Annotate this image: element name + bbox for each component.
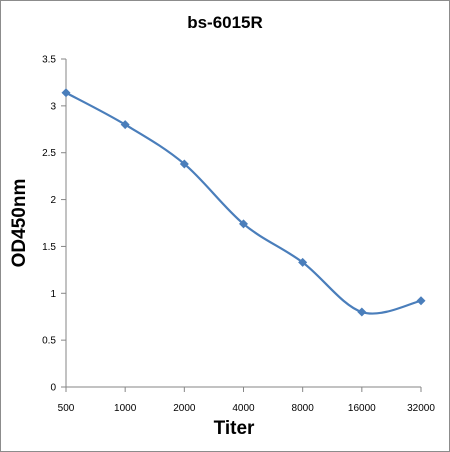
- data-point-marker: [120, 120, 130, 130]
- x-tick-label: 500: [58, 403, 75, 414]
- chart-title: bs-6015R: [187, 13, 263, 32]
- x-tick-label: 4000: [232, 403, 255, 414]
- x-tick-label: 8000: [292, 403, 315, 414]
- y-tick-label: 2: [50, 195, 56, 206]
- y-tick-label: 0.5: [42, 336, 56, 347]
- data-point-marker: [298, 257, 308, 267]
- series-markers: [61, 88, 426, 317]
- y-tick-label: 1.5: [42, 242, 56, 253]
- y-tick-label: 2.5: [42, 148, 56, 159]
- y-tick-label: 0: [50, 383, 56, 394]
- y-axis-title: OD450nm: [9, 179, 30, 268]
- y-tick-label: 1: [50, 289, 56, 300]
- x-tick-label: 1000: [114, 403, 137, 414]
- data-point-marker: [357, 307, 367, 317]
- x-axis-ticks: 500 1000 2000 4000 8000 16000 32000: [58, 387, 435, 414]
- y-tick-label: 3: [50, 101, 56, 112]
- y-tick-label: 3.5: [42, 55, 56, 66]
- data-point-marker: [416, 296, 426, 306]
- data-point-marker: [239, 219, 248, 229]
- x-tick-label: 32000: [407, 403, 435, 414]
- x-tick-label: 2000: [173, 403, 196, 414]
- x-tick-label: 16000: [348, 403, 376, 414]
- data-point-marker: [179, 159, 189, 169]
- series-line: [65, 91, 422, 315]
- x-axis-title: Titer: [214, 418, 255, 439]
- data-point-marker: [61, 88, 71, 98]
- y-axis-ticks: 0 0.5 1 1.5 2 2.5 3 3.5: [42, 55, 66, 394]
